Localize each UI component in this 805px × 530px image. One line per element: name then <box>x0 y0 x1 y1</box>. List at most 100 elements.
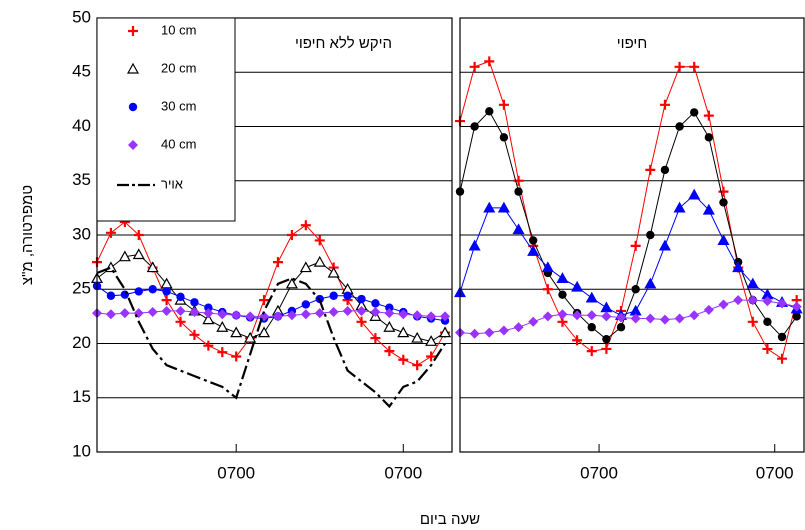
marker <box>688 188 701 200</box>
marker <box>299 261 312 273</box>
marker <box>439 326 452 338</box>
marker <box>397 326 410 338</box>
marker <box>732 261 745 273</box>
marker <box>231 351 242 362</box>
marker <box>646 230 655 240</box>
y-tick-label: 50 <box>72 7 91 26</box>
marker <box>105 309 116 320</box>
series-line <box>96 221 446 366</box>
marker <box>733 295 744 306</box>
marker <box>673 201 686 213</box>
marker <box>384 308 395 319</box>
marker <box>285 277 298 289</box>
marker <box>469 61 480 72</box>
marker <box>601 311 612 322</box>
marker <box>230 326 243 338</box>
marker <box>586 310 597 321</box>
marker <box>300 309 311 320</box>
marker <box>528 236 538 245</box>
marker <box>468 239 481 251</box>
y-tick-label: 20 <box>72 333 91 352</box>
marker <box>557 309 568 320</box>
legend-symbol <box>128 102 138 112</box>
marker <box>425 335 438 346</box>
marker <box>328 307 339 318</box>
y-axis-label: טמפרטורה, מ"צ <box>19 185 36 285</box>
marker <box>133 230 144 240</box>
marker <box>204 303 213 312</box>
marker <box>189 307 200 318</box>
x-tick-label: 0700 <box>580 463 618 482</box>
marker <box>792 312 801 321</box>
marker <box>147 307 158 318</box>
marker <box>527 245 540 256</box>
marker <box>630 313 641 324</box>
marker <box>342 305 353 316</box>
marker <box>645 164 656 175</box>
marker <box>485 107 494 116</box>
marker <box>258 326 271 338</box>
marker <box>660 165 670 175</box>
marker <box>717 234 730 246</box>
marker <box>644 277 657 289</box>
panel-title: חיפוי <box>617 35 647 52</box>
marker <box>469 328 480 339</box>
marker <box>426 311 437 322</box>
marker <box>497 201 510 213</box>
legend-symbol <box>126 62 140 74</box>
marker <box>483 201 496 213</box>
marker <box>370 307 381 318</box>
marker <box>356 316 367 327</box>
marker <box>329 291 338 300</box>
series-line <box>459 60 798 360</box>
marker <box>542 311 553 322</box>
marker <box>203 340 214 351</box>
marker <box>119 308 130 319</box>
marker <box>719 198 728 207</box>
marker <box>718 299 729 310</box>
marker <box>484 56 495 67</box>
marker <box>217 347 228 358</box>
series <box>96 266 446 409</box>
marker <box>675 122 684 131</box>
marker <box>571 280 584 292</box>
y-tick-label: 10 <box>72 441 91 460</box>
marker <box>499 133 509 142</box>
marker <box>118 250 131 262</box>
marker <box>190 298 199 307</box>
marker <box>791 301 802 312</box>
marker <box>702 203 715 215</box>
marker <box>470 122 479 131</box>
marker <box>572 335 583 346</box>
marker <box>601 343 612 354</box>
marker <box>541 261 554 273</box>
marker <box>747 295 758 306</box>
marker <box>512 223 525 235</box>
marker <box>602 334 611 344</box>
marker <box>412 310 423 321</box>
y-tick-label: 35 <box>72 170 91 189</box>
marker <box>556 272 569 283</box>
y-tick-label: 30 <box>72 224 91 243</box>
marker <box>718 186 729 197</box>
y-tick-label: 25 <box>72 279 91 298</box>
marker <box>777 298 788 309</box>
marker <box>216 320 229 332</box>
marker <box>586 346 597 357</box>
series <box>455 295 802 339</box>
marker <box>286 310 297 321</box>
marker <box>357 294 366 304</box>
marker <box>371 299 380 308</box>
x-tick-label: 0700 <box>756 463 794 482</box>
marker <box>616 323 626 332</box>
y-tick-label: 40 <box>72 116 91 135</box>
series <box>92 305 451 322</box>
plot-frame <box>459 17 805 453</box>
marker <box>585 291 598 303</box>
marker <box>134 287 143 296</box>
x-tick-label: 0700 <box>217 463 255 482</box>
marker <box>398 354 409 365</box>
x-tick-label: 0700 <box>384 463 422 482</box>
marker <box>558 290 567 299</box>
